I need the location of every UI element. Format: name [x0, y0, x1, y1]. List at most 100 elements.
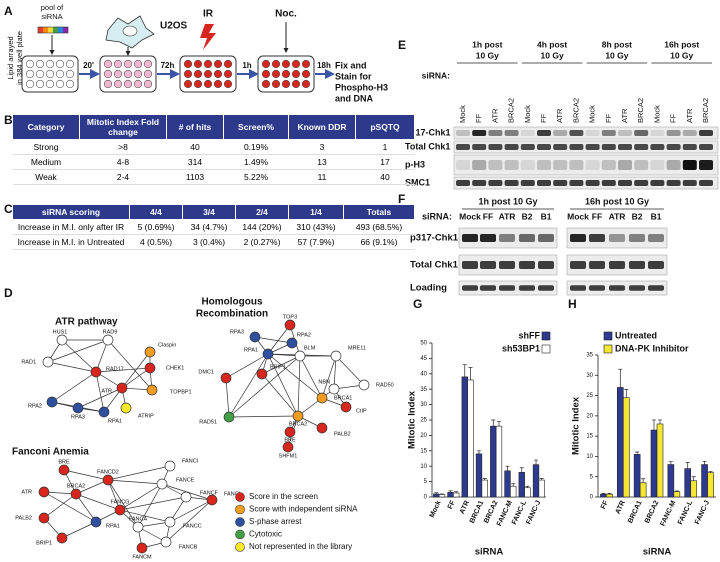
legend-label: Score in the screen: [249, 492, 318, 501]
well: [193, 79, 203, 89]
x-tick-label: ATR: [459, 500, 471, 516]
node-label: RPA3: [71, 414, 85, 420]
network-node: [262, 348, 274, 360]
network-edge: [51, 371, 97, 403]
table-cell: 3 (0.4%): [182, 234, 236, 250]
blot-header: 10 Gy: [670, 50, 693, 60]
blot-band: [462, 285, 478, 291]
legend-label: Untreated: [615, 330, 657, 340]
blot-band: [699, 160, 713, 170]
network-title: Fanconi Anemia: [12, 447, 89, 458]
blot-band: [472, 144, 487, 150]
table-cell: 34 (4.7%): [182, 219, 236, 235]
error-bar: [439, 493, 444, 495]
node-label: SHFM1: [279, 453, 298, 459]
node-label: BRE: [284, 437, 296, 443]
blot-header: 10 Gy: [605, 50, 628, 60]
blot-band: [634, 180, 649, 186]
bar: [707, 472, 714, 498]
column-header: Mitotic Index Fold change: [79, 114, 167, 140]
blot-header: 1h post 10 Gy: [478, 196, 537, 206]
node-label: RAD1: [21, 359, 36, 365]
node-label: MRE11: [348, 345, 366, 351]
blot-band: [585, 130, 600, 136]
error-bar: [539, 478, 544, 481]
blot-band: [601, 144, 616, 150]
network-edge: [77, 387, 123, 409]
blot-band: [682, 180, 697, 186]
blot-row-label: SMC1: [405, 177, 430, 187]
network-title: ATR pathway: [55, 317, 118, 328]
blot-band: [585, 144, 600, 150]
table-cell: 314: [166, 154, 224, 170]
blot-band: [699, 180, 713, 186]
blot-band: [538, 261, 554, 269]
blot-band: [650, 180, 665, 186]
well: [65, 69, 75, 79]
network-node: [98, 406, 110, 418]
sirna-label: siRNA:: [422, 70, 451, 80]
blot-band: [699, 144, 713, 150]
network-node: [90, 516, 102, 528]
blot-band: [569, 130, 584, 136]
header-row: siRNA scoring 4/4 3/4 2/4 1/4 Totals: [12, 204, 415, 220]
header-row: Category Mitotic Index Fold change # of hi…: [12, 114, 415, 140]
x-tick-label: ATR: [615, 500, 627, 516]
blot-band: [472, 160, 487, 170]
blot-band: [504, 180, 519, 186]
bar: [622, 397, 630, 498]
node-label: RPA1: [108, 418, 122, 424]
blot-band: [569, 180, 584, 186]
network-node: [146, 384, 158, 396]
bar: [447, 492, 454, 498]
blot-band: [666, 130, 681, 136]
node-label: TOPBP1: [170, 389, 192, 395]
bar: [475, 453, 483, 498]
well: [103, 69, 113, 79]
node-label: Claspin: [158, 342, 176, 348]
legend-swatch: [541, 344, 551, 354]
network-node: [38, 486, 50, 498]
y-tick-label: 35: [586, 353, 593, 359]
result-label: and DNA: [335, 93, 374, 103]
x-tick-label: Mock: [429, 500, 443, 519]
error-bar: [635, 451, 640, 455]
plate-label: Lipid arrayed: [6, 36, 15, 79]
well: [45, 69, 55, 79]
blot-band: [537, 160, 551, 170]
table-cell: 1103: [166, 169, 224, 185]
node-label: FANCG: [111, 499, 130, 505]
legend-swatch: [603, 344, 613, 354]
network-edge: [225, 353, 269, 379]
blot-header: 4h post: [537, 39, 567, 49]
error-bar: [482, 478, 487, 481]
well: [113, 69, 123, 79]
bar: [667, 464, 675, 498]
legend-label: S-phase arrest: [249, 517, 302, 526]
blot-band: [456, 180, 470, 186]
lane-label: Mock: [523, 105, 532, 123]
network-edge: [61, 521, 97, 539]
bar: [433, 493, 440, 498]
table-cell: 11: [288, 169, 356, 185]
blot-band: [504, 130, 519, 136]
well: [143, 69, 153, 79]
y-tick-label: 20: [420, 433, 427, 439]
table-cell: 40: [355, 169, 415, 185]
y-tick-label: 25: [586, 393, 593, 399]
x-tick-label: FANC-M: [659, 500, 677, 528]
well: [271, 59, 281, 69]
well: [291, 69, 301, 79]
blot-band: [553, 144, 568, 150]
blot-band: [520, 180, 535, 186]
network-edge: [267, 324, 291, 355]
blot-band: [499, 261, 515, 269]
error-bar: [434, 492, 439, 494]
well: [203, 79, 213, 89]
error-bar: [708, 471, 713, 473]
network-edge: [107, 479, 163, 485]
network-edge: [165, 499, 213, 543]
table-row: Medium 4-8 314 1.49% 13 17: [12, 154, 415, 170]
network-node: [56, 532, 68, 544]
table-cell: 13: [288, 154, 356, 170]
